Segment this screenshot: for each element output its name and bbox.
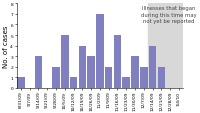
- Bar: [35, 57, 42, 88]
- Bar: [87, 57, 95, 88]
- Bar: [158, 67, 165, 88]
- Bar: [140, 67, 148, 88]
- Bar: [17, 78, 25, 88]
- Bar: [70, 78, 77, 88]
- Bar: [149, 46, 156, 88]
- Bar: [148, 4, 183, 88]
- Bar: [122, 78, 130, 88]
- Bar: [114, 36, 121, 88]
- Text: Illnesses that began
during this time may
not yet be reported: Illnesses that began during this time ma…: [141, 6, 196, 24]
- Bar: [79, 46, 86, 88]
- Bar: [131, 57, 139, 88]
- Bar: [96, 15, 104, 88]
- Bar: [61, 36, 69, 88]
- Bar: [105, 67, 112, 88]
- Y-axis label: No. of cases: No. of cases: [3, 25, 9, 67]
- Bar: [52, 67, 60, 88]
